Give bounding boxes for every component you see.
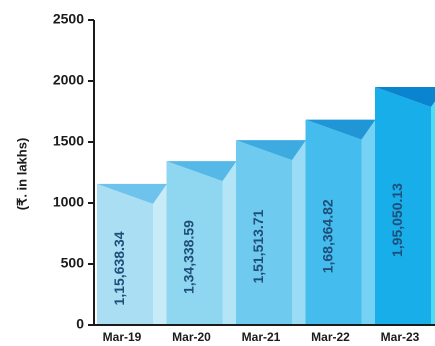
bar: [375, 87, 435, 325]
x-tick-label: Mar-23: [381, 330, 420, 344]
bar-side: [222, 161, 237, 325]
bar: [97, 183, 167, 325]
bar-data-label: 1,95,050.13: [389, 183, 405, 257]
bar-face: [97, 183, 153, 325]
bar-top: [166, 161, 237, 182]
bar: [236, 140, 306, 325]
bar-side: [153, 183, 167, 325]
x-tick-label: Mar-19: [103, 330, 142, 344]
bar-side: [292, 140, 306, 325]
y-tick-label: 2000: [53, 72, 84, 88]
x-tick-label: Mar-21: [242, 330, 281, 344]
bar-face: [236, 140, 292, 325]
bar-face: [305, 119, 362, 326]
bar-data-label: 1,15,638.34: [111, 231, 127, 305]
y-tick-label: 1500: [53, 133, 84, 149]
bar-data-label: 1,34,338.59: [181, 220, 197, 294]
x-tick-label: Mar-20: [172, 330, 211, 344]
bar-top: [305, 119, 376, 140]
y-axis-label: (₹. in lakhs): [14, 138, 29, 211]
bar-side: [431, 101, 435, 325]
x-tick-label: Mar-22: [311, 330, 350, 344]
y-tick-label: 1000: [53, 194, 84, 210]
bar-top: [375, 87, 435, 108]
bar-data-label: 1,51,513.71: [250, 209, 266, 283]
bar-top: [97, 183, 167, 204]
bar-side: [361, 119, 376, 326]
x-labels-group: Mar-19 Mar-20 Mar-21 Mar-22 Mar-23: [103, 330, 420, 344]
y-ticks-group: 0 500 1000 1500 2000 2500: [53, 11, 94, 332]
bar-data-label: 1,68,364.82: [320, 199, 336, 273]
bar-top: [236, 140, 306, 161]
y-tick-label: 2500: [53, 11, 84, 27]
y-tick-label: 500: [61, 255, 85, 271]
bar: [166, 161, 237, 325]
y-tick-label: 0: [76, 316, 84, 332]
bars-group: 1,15,638.34 1,34,338.59 1,51,513.71 1,68,36…: [97, 87, 435, 326]
bar-face: [166, 161, 223, 325]
bar-face: [375, 87, 431, 325]
bar: [305, 119, 376, 326]
